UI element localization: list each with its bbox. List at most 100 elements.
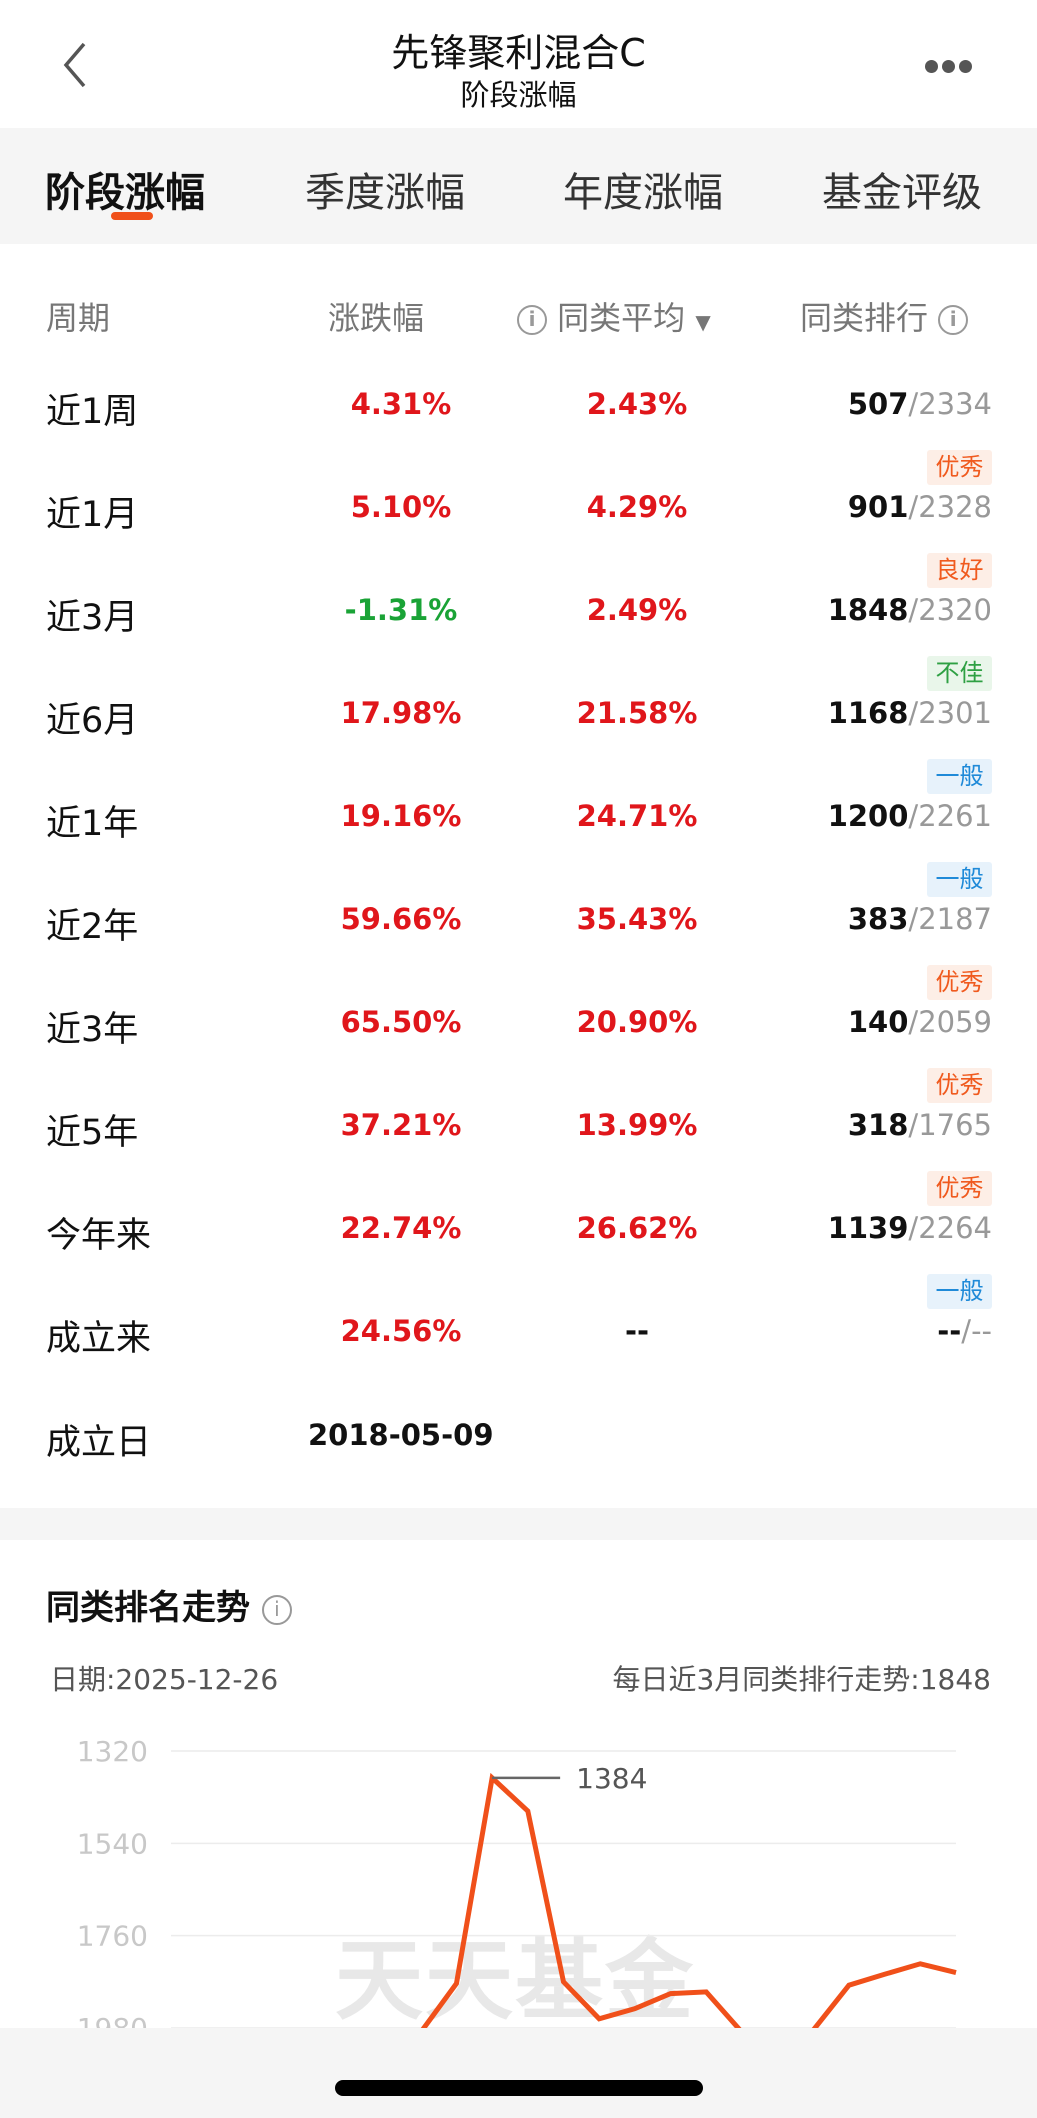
rank-value: 383 xyxy=(847,902,909,936)
row-change: -1.31% xyxy=(344,593,458,627)
rating-badge: 优秀 xyxy=(927,1068,992,1103)
row-period: 近3年 xyxy=(46,1010,139,1050)
nav-header xyxy=(0,0,1037,128)
rank-value: 1848 xyxy=(827,593,909,627)
rank-value: 507 xyxy=(847,387,909,421)
rank-value: 318 xyxy=(847,1108,909,1142)
rank-value: -- xyxy=(937,1314,962,1348)
row-average: -- xyxy=(624,1314,650,1348)
bottom-bar xyxy=(0,2028,1037,2118)
rank-total: /2059 xyxy=(908,1005,992,1039)
sort-down-icon[interactable]: ▼ xyxy=(695,310,711,334)
section-divider xyxy=(0,1508,1037,1540)
row-period: 成立来 xyxy=(46,1319,152,1359)
y-tick-label: 1980 xyxy=(77,2012,148,2028)
row-rank: 318/1765 xyxy=(848,1108,992,1142)
inception-label: 成立日 xyxy=(46,1423,152,1463)
rank-trend-title: 同类排名走势 i xyxy=(46,1580,292,1629)
rank-total: /2264 xyxy=(908,1211,992,1245)
rank-total: /2261 xyxy=(908,799,992,833)
rank-value: 1200 xyxy=(827,799,909,833)
watermark-logo: 天天基金 xyxy=(335,1928,696,2032)
rank-value: 140 xyxy=(847,1005,909,1039)
more-ellipsis-icon[interactable] xyxy=(925,58,976,77)
tab-quarterly-return[interactable]: 季度涨幅 xyxy=(305,170,465,216)
row-average: 2.43% xyxy=(586,387,688,421)
rank-total: /2334 xyxy=(908,387,992,421)
daily-rank-label: 每日近3月同类排行走势:1848 xyxy=(612,1663,991,1696)
y-tick-label: 1760 xyxy=(77,1920,148,1953)
row-change: 22.74% xyxy=(340,1211,462,1245)
row-rank: 901/2328 xyxy=(848,490,992,524)
rank-trend-title-text: 同类排名走势 xyxy=(46,1588,250,1628)
row-rank: --/-- xyxy=(937,1314,992,1348)
back-chevron-left-icon[interactable] xyxy=(56,40,96,90)
row-period: 近1年 xyxy=(46,804,139,844)
active-tab-indicator xyxy=(111,212,153,220)
rating-badge: 良好 xyxy=(927,553,992,588)
row-period: 近5年 xyxy=(46,1113,139,1153)
rating-badge: 优秀 xyxy=(927,965,992,1000)
row-change: 4.31% xyxy=(350,387,452,421)
row-change: 59.66% xyxy=(340,902,462,936)
row-average: 4.29% xyxy=(586,490,688,524)
row-average: 24.71% xyxy=(576,799,698,833)
row-period: 近6月 xyxy=(46,701,139,741)
rating-badge: 一般 xyxy=(927,862,992,897)
row-period: 近2年 xyxy=(46,907,139,947)
row-change: 5.10% xyxy=(350,490,452,524)
row-rank: 1168/2301 xyxy=(828,696,992,730)
row-rank: 383/2187 xyxy=(848,902,992,936)
rank-total: /-- xyxy=(961,1314,992,1348)
y-tick-label: 1320 xyxy=(77,1735,148,1768)
rank-total: /1765 xyxy=(908,1108,992,1142)
info-icon[interactable]: i xyxy=(938,305,969,335)
rating-badge: 一般 xyxy=(927,759,992,794)
row-rank: 1848/2320 xyxy=(828,593,992,627)
info-icon[interactable]: i xyxy=(517,305,547,335)
row-rank: 1200/2261 xyxy=(828,799,992,833)
rank-series-line xyxy=(420,1772,957,2028)
row-change: 17.98% xyxy=(340,696,462,730)
tab-bar xyxy=(0,128,1037,244)
rank-value: 1139 xyxy=(827,1211,909,1245)
rating-badge: 优秀 xyxy=(927,1171,992,1206)
rank-trend-chart: 1320 1540 1760 1980 1384 xyxy=(77,1735,957,2028)
rating-badge: 优秀 xyxy=(927,450,992,485)
rating-badge: 不佳 xyxy=(927,656,992,691)
row-rank: 507/2334 xyxy=(848,387,992,421)
column-header-rank: 同类排行 i xyxy=(800,293,969,339)
rank-total: /2301 xyxy=(908,696,992,730)
row-period: 近1周 xyxy=(46,392,139,432)
column-header-change: 涨跌幅 xyxy=(328,299,425,337)
row-period: 近1月 xyxy=(46,495,139,535)
home-indicator[interactable] xyxy=(335,2080,703,2096)
rank-value: 1168 xyxy=(827,696,909,730)
average-label: 同类平均 xyxy=(557,299,686,337)
page-subtitle: 阶段涨幅 xyxy=(460,78,577,112)
rank-total: /2328 xyxy=(908,490,992,524)
tab-annual-return[interactable]: 年度涨幅 xyxy=(563,170,723,216)
row-average: 13.99% xyxy=(576,1108,698,1142)
tab-fund-rating[interactable]: 基金评级 xyxy=(822,170,982,216)
page-title: 先锋聚利混合C xyxy=(391,31,646,75)
rank-total: /2187 xyxy=(908,902,992,936)
rating-badge: 一般 xyxy=(927,1274,992,1309)
trend-date: 日期:2025-12-26 xyxy=(50,1663,279,1696)
info-icon[interactable]: i xyxy=(261,1594,292,1625)
row-change: 19.16% xyxy=(340,799,462,833)
tab-period-return[interactable]: 阶段涨幅 xyxy=(45,170,205,216)
row-average: 26.62% xyxy=(576,1211,698,1245)
column-header-average[interactable]: i 同类平均 ▼ xyxy=(517,293,711,339)
row-rank: 1139/2264 xyxy=(828,1211,992,1245)
rank-value: 901 xyxy=(847,490,909,524)
rank-label: 同类排行 xyxy=(800,299,929,337)
row-rank: 140/2059 xyxy=(848,1005,992,1039)
row-period: 今年来 xyxy=(46,1216,152,1256)
row-change: 65.50% xyxy=(340,1005,462,1039)
row-period: 近3月 xyxy=(46,598,139,638)
peak-annotation-label: 1384 xyxy=(576,1762,647,1795)
row-average: 2.49% xyxy=(586,593,688,627)
row-change: 37.21% xyxy=(340,1108,462,1142)
y-tick-label: 1540 xyxy=(77,1827,148,1860)
